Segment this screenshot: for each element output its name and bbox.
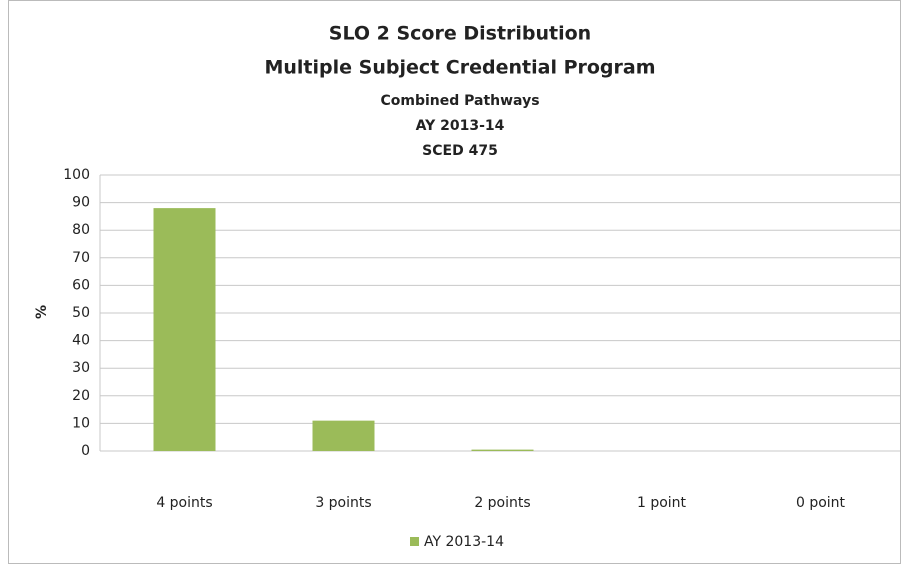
bar <box>153 208 216 451</box>
y-tick-label: 50 <box>72 305 90 321</box>
y-tick-label: 0 <box>81 443 90 459</box>
y-tick-label: 40 <box>72 333 90 349</box>
y-axis-label: % <box>34 305 50 319</box>
chart-subtitle: Combined Pathways <box>380 93 539 109</box>
y-tick-label: 70 <box>72 250 90 266</box>
y-tick-label: 60 <box>72 277 90 293</box>
chart-subtitle: SCED 475 <box>422 143 498 159</box>
bar <box>471 449 534 451</box>
chart-title: Multiple Subject Credential Program <box>264 57 655 79</box>
y-tick-label: 10 <box>72 415 90 431</box>
chart-subtitle: AY 2013-14 <box>416 118 505 134</box>
chart-frame <box>8 0 901 564</box>
y-tick-label: 30 <box>72 360 90 376</box>
chart-title: SLO 2 Score Distribution <box>329 23 591 45</box>
x-tick-label: 1 point <box>637 495 687 511</box>
legend-swatch <box>410 537 419 546</box>
y-tick-label: 20 <box>72 388 90 404</box>
y-tick-label: 80 <box>72 222 90 238</box>
bar <box>312 420 375 451</box>
y-tick-label: 100 <box>63 167 90 183</box>
x-tick-label: 3 points <box>315 495 371 511</box>
x-tick-label: 0 point <box>796 495 846 511</box>
x-tick-label: 2 points <box>474 495 530 511</box>
legend-label: AY 2013-14 <box>424 534 504 550</box>
y-tick-label: 90 <box>72 195 90 211</box>
x-tick-label: 4 points <box>156 495 212 511</box>
